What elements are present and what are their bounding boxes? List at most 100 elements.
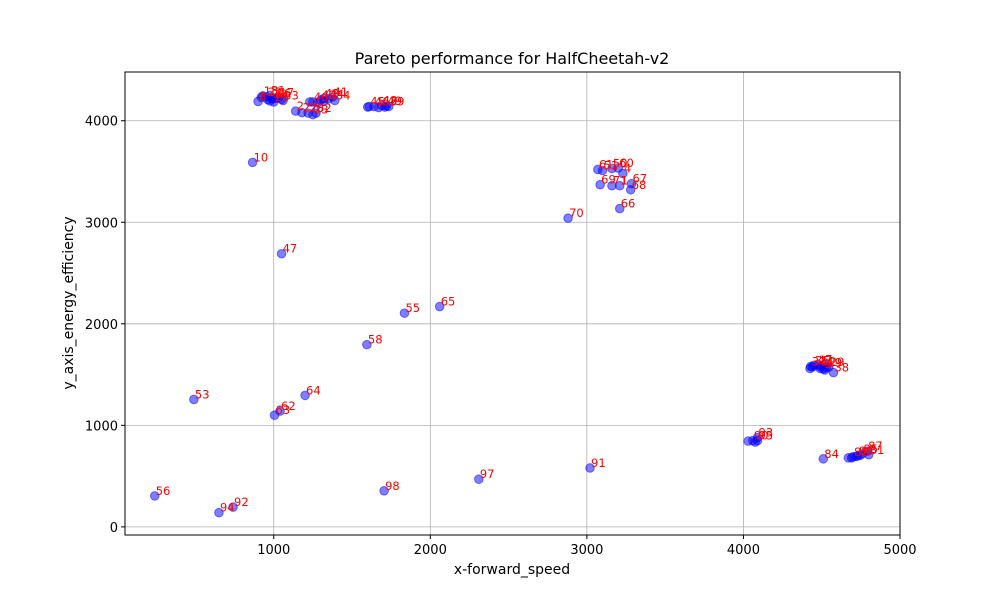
data-point-55 bbox=[399, 308, 410, 318]
y-tick-label: 3000 bbox=[85, 216, 118, 231]
point-label-2: 2 bbox=[297, 99, 304, 113]
data-point-34 bbox=[329, 95, 340, 106]
data-point-94 bbox=[214, 507, 224, 518]
x-tick-label: 2000 bbox=[414, 543, 447, 558]
y-axis-title: y_axis_energy_efficiency bbox=[61, 216, 77, 389]
data-point-64 bbox=[300, 390, 310, 401]
data-point-65 bbox=[434, 301, 445, 312]
data-point-69 bbox=[595, 179, 605, 190]
point-label-40: 40 bbox=[314, 90, 329, 104]
point-label-80: 80 bbox=[859, 444, 874, 458]
point-label-49: 49 bbox=[387, 94, 402, 108]
data-point-32 bbox=[311, 108, 321, 118]
point-label-67: 67 bbox=[632, 172, 647, 186]
point-label-91: 91 bbox=[591, 456, 606, 470]
point-label-71: 71 bbox=[613, 174, 628, 188]
point-label-10: 10 bbox=[254, 150, 269, 164]
point-label-37: 37 bbox=[812, 354, 827, 368]
point-label-39: 39 bbox=[390, 95, 405, 109]
point-label-34: 34 bbox=[336, 88, 351, 102]
point-label-23: 23 bbox=[314, 103, 329, 117]
point-label-43: 43 bbox=[325, 86, 340, 100]
point-label-17: 17 bbox=[279, 85, 294, 99]
point-label-27: 27 bbox=[303, 101, 318, 115]
point-label-25: 25 bbox=[275, 90, 290, 104]
point-label-94: 94 bbox=[220, 501, 235, 515]
point-label-84: 84 bbox=[824, 447, 839, 461]
point-label-44: 44 bbox=[330, 87, 345, 101]
point-label-19: 19 bbox=[827, 355, 842, 369]
point-label-46: 46 bbox=[375, 95, 390, 109]
point-label-22: 22 bbox=[268, 85, 283, 99]
point-label-12: 12 bbox=[821, 354, 836, 368]
point-label-53: 53 bbox=[195, 387, 210, 401]
data-point-97 bbox=[474, 474, 484, 484]
point-label-1: 1 bbox=[621, 174, 628, 188]
data-point-81 bbox=[863, 449, 874, 460]
point-label-47: 47 bbox=[283, 242, 298, 256]
point-label-63: 63 bbox=[276, 403, 291, 417]
point-label-30: 30 bbox=[273, 87, 288, 101]
data-point-84 bbox=[818, 454, 829, 464]
point-label-81: 81 bbox=[870, 443, 885, 457]
x-tick-label: 1000 bbox=[257, 543, 290, 558]
point-label-41: 41 bbox=[333, 85, 348, 99]
point-label-4: 4 bbox=[624, 162, 631, 176]
point-label-64: 64 bbox=[306, 383, 321, 397]
y-tick-label: 0 bbox=[110, 521, 118, 536]
point-label-66: 66 bbox=[621, 197, 636, 211]
data-point-70 bbox=[563, 213, 573, 224]
data-point-66 bbox=[614, 203, 625, 214]
data-point-95 bbox=[752, 435, 763, 446]
point-label-70: 70 bbox=[569, 206, 584, 220]
point-label-68: 68 bbox=[632, 178, 647, 192]
point-label-93: 93 bbox=[759, 426, 774, 440]
x-tick-label: 3000 bbox=[570, 543, 603, 558]
point-label-55: 55 bbox=[405, 301, 420, 315]
data-point-39 bbox=[384, 101, 394, 112]
point-label-9: 9 bbox=[824, 357, 831, 371]
point-label-35: 35 bbox=[815, 353, 830, 367]
point-label-60: 60 bbox=[619, 156, 634, 170]
data-point-92 bbox=[228, 502, 238, 512]
y-tick-label: 4000 bbox=[85, 115, 118, 130]
point-label-85: 85 bbox=[863, 442, 878, 456]
point-label-50: 50 bbox=[613, 156, 628, 170]
point-label-92: 92 bbox=[234, 495, 249, 509]
point-label-90: 90 bbox=[754, 429, 769, 443]
data-point-63 bbox=[269, 410, 280, 420]
data-point-33 bbox=[278, 95, 288, 106]
data-point-4 bbox=[618, 168, 628, 179]
point-label-42: 42 bbox=[322, 88, 337, 102]
data-point-98 bbox=[379, 486, 389, 496]
point-label-20: 20 bbox=[309, 101, 324, 115]
x-tick-label: 4000 bbox=[727, 543, 760, 558]
point-label-7: 7 bbox=[825, 352, 832, 366]
point-label-32: 32 bbox=[317, 101, 332, 115]
point-label-16: 16 bbox=[276, 86, 291, 100]
point-label-51: 51 bbox=[604, 158, 619, 172]
points-layer bbox=[149, 90, 874, 518]
point-label-95: 95 bbox=[759, 429, 774, 443]
point-label-33: 33 bbox=[284, 88, 299, 102]
point-label-58: 58 bbox=[368, 333, 383, 347]
point-label-61: 61 bbox=[599, 157, 614, 171]
point-label-62: 62 bbox=[281, 399, 296, 413]
point-label-98: 98 bbox=[385, 479, 400, 493]
point-label-82: 82 bbox=[854, 445, 869, 459]
data-point-1 bbox=[614, 180, 625, 191]
data-point-91 bbox=[585, 463, 595, 473]
x-axis-title: x-forward_speed bbox=[454, 562, 570, 578]
data-point-53 bbox=[189, 394, 199, 405]
x-tick-label: 5000 bbox=[883, 543, 916, 558]
point-label-65: 65 bbox=[441, 295, 456, 309]
y-tick-label: 2000 bbox=[85, 318, 118, 333]
y-tick-label: 1000 bbox=[85, 419, 118, 434]
point-label-56: 56 bbox=[156, 484, 171, 498]
data-point-51 bbox=[597, 165, 608, 176]
point-label-11: 11 bbox=[819, 353, 834, 367]
plot-frame bbox=[124, 71, 901, 536]
